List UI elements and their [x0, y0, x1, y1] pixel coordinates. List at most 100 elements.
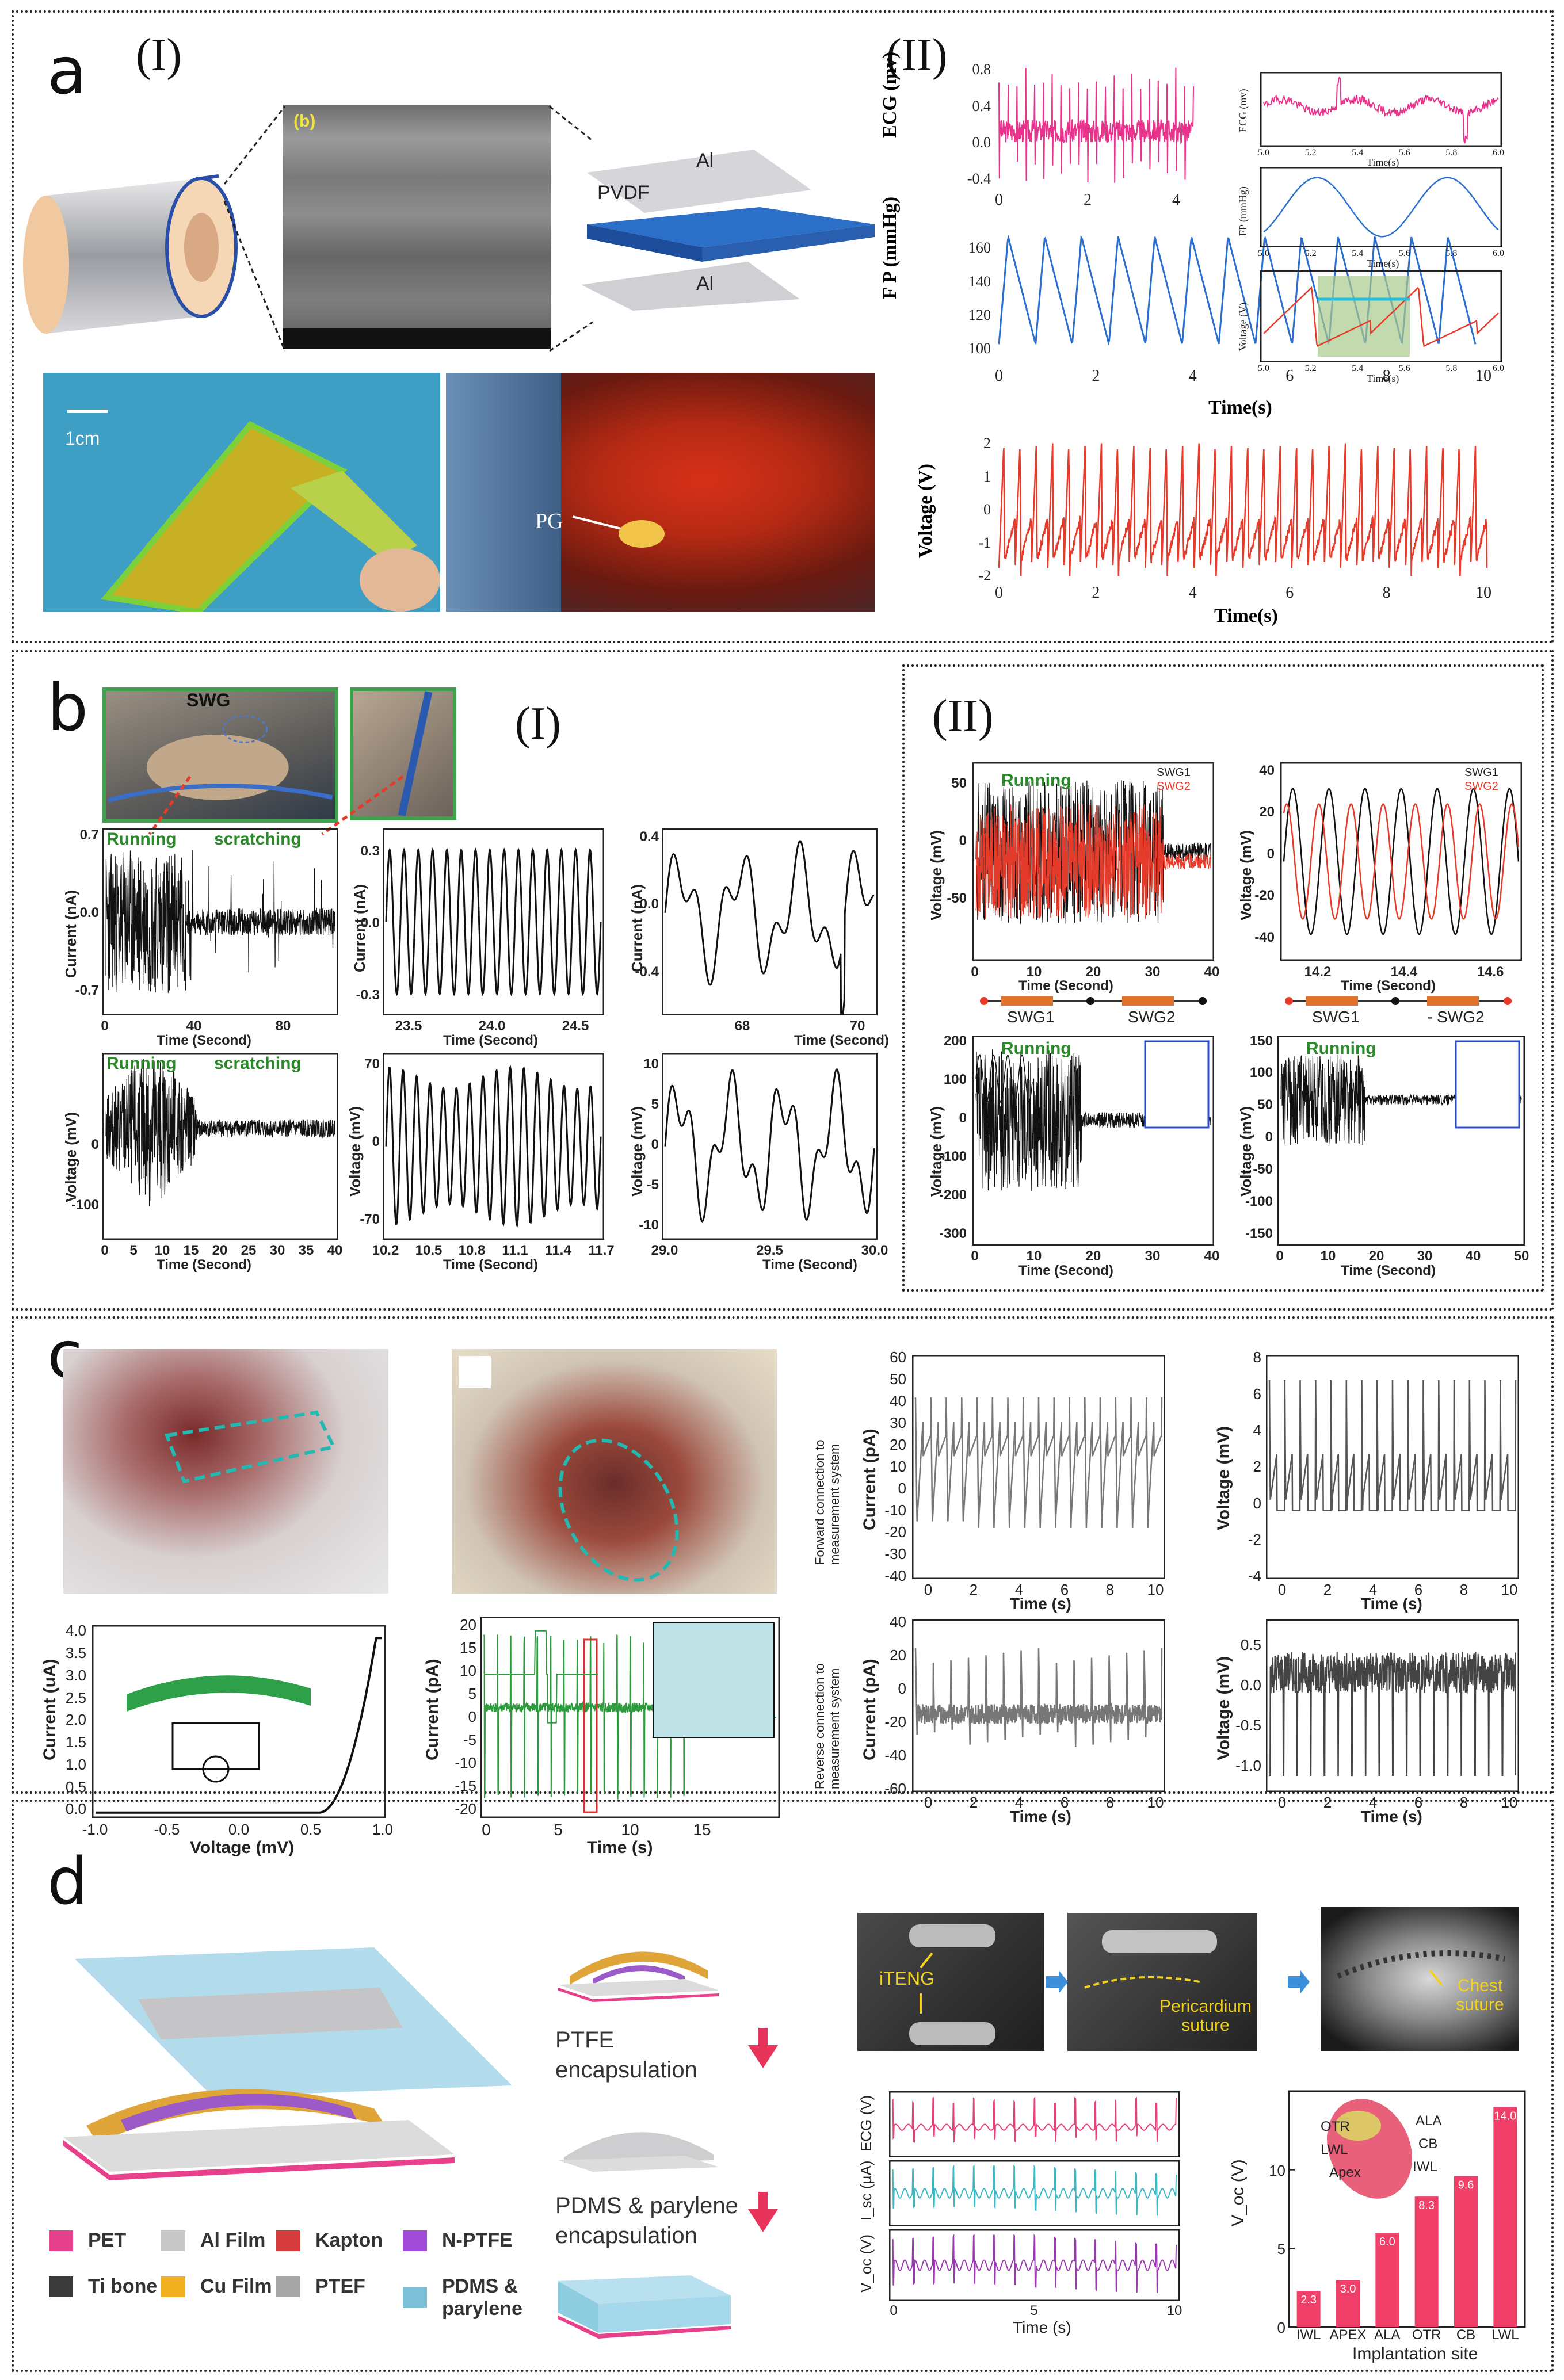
b-xlabel: Time (Second) [157, 1033, 251, 1048]
drape-left [446, 373, 561, 612]
y-tick-label: 140 [968, 273, 991, 290]
y-tick-label: 2 [1253, 1458, 1261, 1476]
x-tick-label: 24.0 [478, 1018, 506, 1034]
y-tick-label: 0.0 [1240, 1676, 1261, 1694]
legend-label: N-PTFE [442, 2229, 513, 2251]
circuit-transistor [202, 1755, 230, 1783]
x-tick-label: 30 [1417, 1248, 1433, 1264]
c-rev-voltage [1266, 1619, 1519, 1792]
x-tick-label: 0 [971, 1248, 979, 1264]
x-tick-label: 2 [1092, 584, 1100, 602]
x-tick-label: 5 [554, 1821, 563, 1839]
c-voltage-label: Voltage (mV) [1214, 1656, 1233, 1760]
x-tick-label: 0 [995, 584, 1003, 602]
y-tick-label: -40 [884, 1747, 906, 1764]
swg-label: SWG [186, 690, 231, 710]
voltage-scratching-trace-frame [662, 1053, 878, 1240]
y-tick-label: 0.0 [360, 915, 380, 931]
x-tick-label: -1.0 [82, 1821, 108, 1838]
y-tick-label: -40 [1254, 929, 1275, 945]
x-tick-label: 11.1 [502, 1243, 528, 1258]
b-current-overview [102, 828, 338, 1015]
y-tick-label: 20 [460, 1616, 476, 1634]
y-tick-label: 100 [943, 1071, 967, 1087]
x-tick-label: 10.2 [372, 1243, 399, 1258]
bar-category-label: CB [1456, 2327, 1476, 2343]
x-tick-label: 40 [186, 1018, 202, 1034]
b-voltage-overview [102, 1053, 338, 1240]
running-label: Running [106, 1054, 177, 1073]
legend-swatch [161, 2276, 185, 2297]
d-isc-ylabel: I_sc (µA) [857, 2160, 875, 2221]
d-isc-frame [889, 2160, 1180, 2226]
y-tick-label: 20 [1259, 804, 1275, 820]
x-tick-label: 10.5 [415, 1243, 443, 1258]
ecg-trace [998, 67, 1194, 183]
bar-ylabel: V_oc (V) [1229, 2159, 1248, 2226]
x-tick-label: 50 [1513, 1248, 1529, 1264]
y-tick-label: 0 [651, 1136, 659, 1152]
x-tick-label: 6 [1285, 367, 1294, 385]
c-current-trace [480, 1617, 780, 1818]
b2-b1-frame [972, 1036, 1214, 1246]
x-tick-label: 80 [275, 1018, 291, 1034]
b2-voltage-zoom [1280, 762, 1522, 961]
x-tick-label: 4 [1172, 191, 1180, 209]
y-tick-label: 0.8 [972, 61, 991, 78]
d-step2-arrow-stem [758, 2192, 768, 2209]
d-iteng-label: iTENG [879, 1968, 934, 1989]
legend-label: PTEF [315, 2275, 365, 2297]
x-tick-label: 5.6 [1398, 148, 1410, 158]
voltage-scratching-trace [664, 1068, 875, 1223]
x-tick-label: 5.8 [1445, 249, 1458, 258]
d-ecg-ylabel: ECG (V) [857, 2095, 875, 2152]
x-tick-label: 10 [1475, 367, 1491, 385]
x-tick-label: 0 [971, 964, 979, 980]
pa-ylabel: Current (pA) [423, 1659, 442, 1760]
panel-d-frame [12, 1800, 1554, 2372]
b2-series-voltage [972, 1036, 1214, 1246]
legend-item: PET [49, 2229, 126, 2252]
y-tick-label: 1.0 [65, 1755, 86, 1773]
y-tick-label: -20 [884, 1713, 906, 1731]
y-tick-label: 150 [1249, 1033, 1273, 1049]
panel-b-part2-label: (II) [932, 691, 994, 742]
legend-label: Kapton [315, 2229, 383, 2251]
rev-current-trace [914, 1648, 1163, 1748]
y-tick-label: 0.7 [79, 827, 99, 843]
x-tick-label: 4 [1188, 367, 1197, 385]
b-voltage-ylabel: Voltage (mV) [62, 1112, 79, 1202]
x-tick-label: 11.4 [545, 1243, 571, 1258]
x-tick-label: 6.0 [1493, 249, 1504, 258]
legend-swatch [403, 2230, 427, 2251]
b2-voltage-ylabel: Voltage (mV) [1237, 1106, 1254, 1197]
hamster-closeup-photo [350, 687, 456, 820]
running-label: Running [106, 830, 177, 849]
heart-site-label: ALA [1416, 2113, 1442, 2129]
y-tick-label: 0 [1265, 1129, 1273, 1145]
b-xlabel: Time (Second) [443, 1033, 538, 1048]
a-ecg-ylabel: ECG (mv) [879, 51, 901, 138]
zoom-window [583, 1638, 598, 1813]
bar-y-tick-label: 0 [1277, 2319, 1285, 2336]
legend-label: Ti bone [88, 2275, 158, 2297]
y-tick-label: 0 [1267, 846, 1275, 862]
d-photo-flow-arrows [1046, 1970, 1310, 1993]
y-tick-label: -100 [71, 1197, 99, 1213]
scale-bar [67, 410, 108, 413]
x-tick-label: 4 [1188, 584, 1197, 602]
b-xlabel: Time (Second) [157, 1257, 251, 1273]
c-fwd-voltage [1266, 1355, 1519, 1579]
scratching-label: scratching [214, 830, 302, 849]
x-tick-label: 10 [1501, 1581, 1518, 1598]
x-tick-label: 4 [1014, 1794, 1024, 1811]
bar-xlabel: Implantation site [1352, 2344, 1478, 2363]
photo-corner-tag [459, 1356, 491, 1388]
x-tick-label: 20 [1368, 1248, 1384, 1264]
legend-item: Al Film [161, 2229, 265, 2252]
y-tick-label: 10 [890, 1458, 906, 1476]
x-tick-label: 6 [1060, 1581, 1069, 1598]
legend-label: PET [88, 2229, 127, 2251]
x-tick-label: 2 [969, 1794, 978, 1811]
x-tick-label: 0 [1277, 1794, 1287, 1811]
